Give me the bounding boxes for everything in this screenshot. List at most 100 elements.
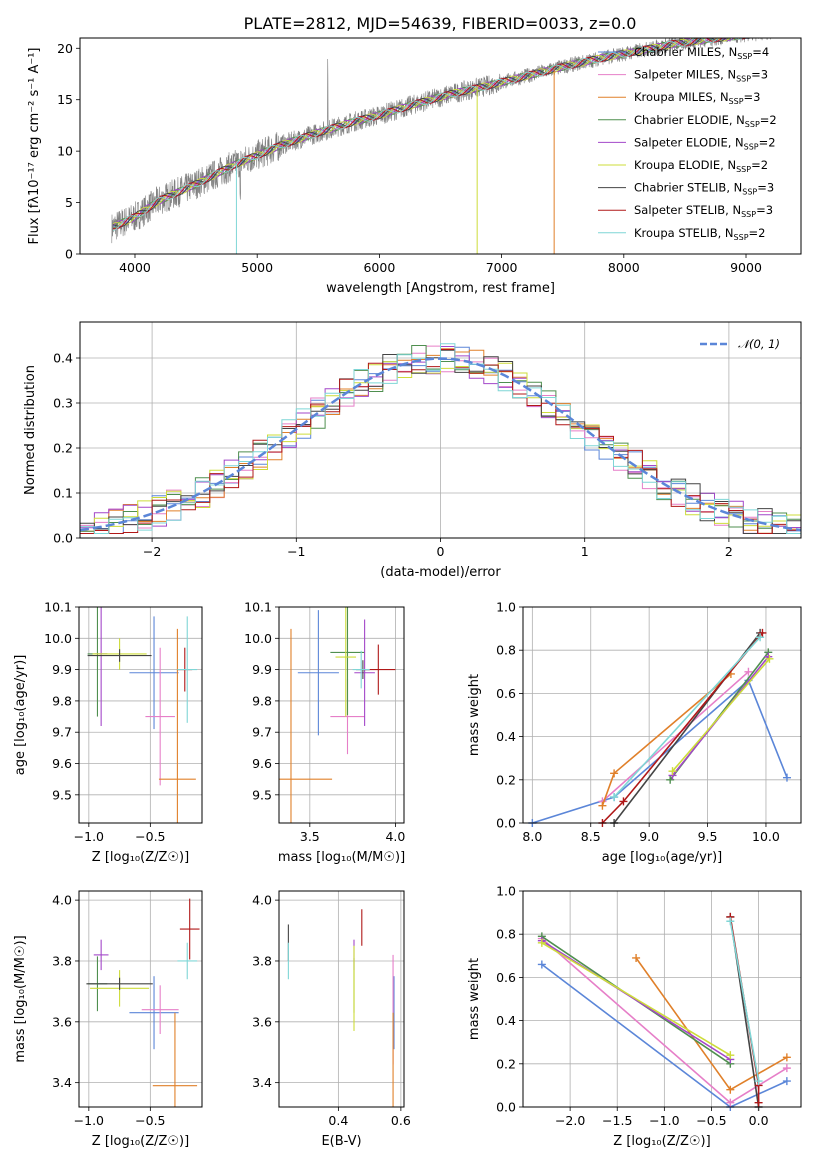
legend-entry: Kroupa STELIB, NSSP=2 (634, 226, 765, 242)
x-tick-label: 9.0 (639, 829, 659, 844)
axes-frame (78, 606, 203, 824)
errorbar-salpeter_miles (145, 647, 175, 786)
marker-kroupa_miles (610, 769, 619, 778)
legend-suffix: =3 (756, 203, 773, 217)
marker-kroupa_stelib (726, 917, 735, 926)
legend-suffix: =3 (757, 181, 774, 195)
model-spectrum-salpeter_miles (112, 38, 747, 230)
y-tick-label: 3.6 (52, 1014, 72, 1029)
legend-label: Chabrier ELODIE, N (634, 113, 745, 127)
y-tick-label: 15 (57, 92, 73, 107)
x-tick-label: 7000 (486, 260, 518, 275)
y-tick-label: 9.6 (52, 756, 72, 771)
x-tick-label: −0.5 (135, 829, 165, 844)
y-tick-label: 0.2 (53, 441, 73, 456)
axes-frame (79, 321, 802, 539)
x-tick-label: −2.0 (555, 1113, 585, 1128)
legend-entry: Kroupa ELODIE, NSSP=2 (634, 158, 768, 174)
legend-subscript: SSP (736, 165, 751, 174)
legend-subscript: SSP (729, 97, 744, 106)
marker-kroupa_elodie (726, 1051, 735, 1060)
y-tick-label: 10.1 (44, 600, 72, 615)
y-tick-label: 5 (65, 195, 73, 210)
errorbar-salpeter_elodie (93, 939, 109, 971)
x-axis-label: age [log₁₀(age/yr)] (602, 850, 723, 865)
axes-frame (78, 890, 203, 1108)
x-tick-label: 8000 (608, 260, 640, 275)
errorbar-chabrier_stelib (86, 977, 153, 990)
marker-kroupa_miles (632, 953, 641, 962)
x-tick-label: 6000 (363, 260, 395, 275)
y-tick-label: 0.4 (496, 729, 516, 744)
x-tick-label: 9000 (730, 260, 762, 275)
y-tick-label: 1.0 (496, 600, 516, 615)
line-kroupa_elodie (541, 942, 731, 1056)
y-tick-label: 9.5 (52, 787, 72, 802)
y-tick-label: 9.5 (252, 787, 272, 802)
legend-suffix: =2 (751, 158, 768, 172)
y-axis-label: Flux [fλ10⁻¹⁷ erg cm⁻² s⁻¹ A⁻¹] (27, 48, 42, 245)
line-kroupa_stelib (729, 921, 760, 1082)
x-tick-label: 9.5 (698, 829, 718, 844)
y-tick-label: 0.8 (496, 643, 516, 658)
marker-chabrier_miles (782, 1077, 791, 1086)
y-axis-label: mass [log₁₀(M/M☉)] (13, 935, 28, 1062)
y-tick-label: 0.0 (496, 1100, 516, 1115)
y-tick-label: 10.0 (44, 631, 72, 646)
y-axis-label: Normed distribution (23, 365, 38, 495)
line-chabrier_miles (532, 679, 788, 823)
axes-frame (278, 606, 405, 824)
marker-salpeter_stelib (619, 797, 628, 806)
axes-frame (522, 606, 802, 824)
marker-kroupa_elodie (537, 938, 546, 947)
marker-salpeter_stelib (758, 628, 767, 637)
legend-normal-label: 𝒩(0, 1) (738, 337, 780, 351)
histogram-kroupa_elodie (80, 361, 801, 534)
y-tick-label: 9.8 (252, 693, 272, 708)
legend-entry: Salpeter ELODIE, NSSP=2 (634, 135, 776, 151)
marker-salpeter_miles (726, 1098, 735, 1107)
y-tick-label: 10.1 (244, 600, 272, 615)
x-axis-label: Z [log₁₀(Z/Z☉)] (92, 850, 189, 865)
histogram-kroupa_stelib (80, 343, 801, 534)
legend-entry: Chabrier STELIB, NSSP=3 (634, 181, 774, 197)
y-tick-label: 0.0 (53, 531, 73, 546)
y-axis-label: age [log₁₀(age/yr)] (13, 655, 28, 776)
legend-label: Salpeter STELIB, N (634, 203, 741, 217)
y-tick-label: 0.2 (496, 772, 516, 787)
y-tick-label: 0.4 (53, 351, 73, 366)
y-tick-label: 0.8 (496, 927, 516, 942)
legend-subscript: SSP (744, 142, 759, 151)
legend-subscript: SSP (737, 52, 752, 61)
y-tick-label: 9.9 (52, 662, 72, 677)
mass-vs-Z-panel: −1.0 −0.5 3.4 3.6 3.8 4.0 Z [log₁₀(Z/Z☉)] mass … (13, 890, 203, 1149)
x-axis-label: Z [log₁₀(Z/Z☉)] (613, 1134, 710, 1149)
legend-suffix: =4 (752, 45, 769, 59)
x-tick-label: −0.5 (135, 1113, 165, 1128)
errorbar-salpeter_miles (141, 985, 179, 1034)
axes-frame (79, 37, 802, 255)
legend-label: Chabrier STELIB, N (634, 181, 742, 195)
x-tick-label: −1.0 (649, 1113, 679, 1128)
errorbar-chabrier_stelib (87, 649, 152, 662)
x-tick-label: 10.0 (752, 829, 780, 844)
marker-kroupa_elodie (765, 654, 774, 663)
y-tick-label: 4.0 (52, 893, 72, 908)
x-tick-label: 0 (437, 544, 445, 559)
x-tick-label: 5000 (241, 260, 273, 275)
marker-kroupa_miles (782, 1053, 791, 1062)
x-tick-label: 4.0 (385, 829, 405, 844)
y-tick-label: 9.7 (252, 725, 272, 740)
legend-label: Kroupa ELODIE, N (634, 158, 736, 172)
y-tick-label: 3.4 (52, 1075, 72, 1090)
model-spectrum-kroupa_stelib (112, 38, 744, 232)
errorbar-kroupa_miles (158, 628, 196, 823)
age-vs-mass-panel: 3.5 4.0 9.5 9.6 9.7 9.8 9.9 10.0 10.1 mass [log₁₀… (244, 600, 405, 866)
y-tick-label: 0.1 (53, 486, 73, 501)
line-chabrier_miles (541, 963, 788, 1107)
x-axis-label: (data-model)/error (380, 565, 501, 580)
errorbar-kroupa_miles (152, 1012, 198, 1107)
y-tick-label: 20 (57, 41, 73, 56)
marker-kroupa_stelib (610, 793, 619, 802)
line-kroupa_stelib (613, 636, 761, 798)
